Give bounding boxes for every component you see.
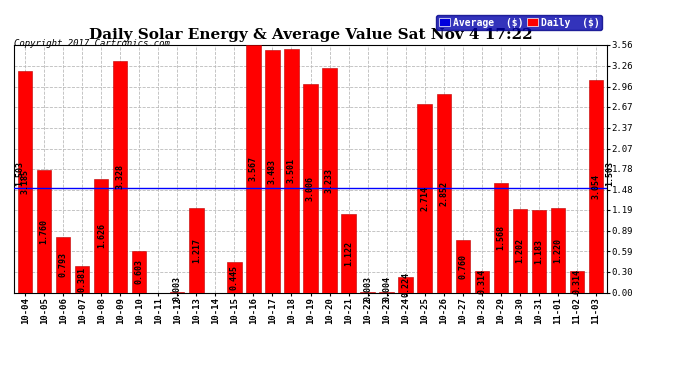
Text: 0.445: 0.445 <box>230 264 239 290</box>
Bar <box>75 266 90 292</box>
Text: 1.122: 1.122 <box>344 241 353 266</box>
Text: 3.328: 3.328 <box>116 164 125 189</box>
Bar <box>304 84 317 292</box>
Text: 0.003: 0.003 <box>173 276 182 302</box>
Text: 0.314: 0.314 <box>477 269 486 294</box>
Bar <box>589 80 603 292</box>
Text: Copyright 2017 Cartronics.com: Copyright 2017 Cartronics.com <box>14 39 170 48</box>
Bar <box>417 104 432 292</box>
Bar <box>531 210 546 292</box>
Text: 1.760: 1.760 <box>40 219 49 244</box>
Text: 0.381: 0.381 <box>78 267 87 292</box>
Text: 0.224: 0.224 <box>401 272 410 297</box>
Bar <box>551 208 565 292</box>
Bar <box>284 49 299 292</box>
Text: 2.852: 2.852 <box>439 181 448 206</box>
Text: 1.503: 1.503 <box>605 161 614 186</box>
Text: 1.183: 1.183 <box>534 239 543 264</box>
Bar <box>266 50 279 292</box>
Text: 3.567: 3.567 <box>249 156 258 181</box>
Bar <box>189 208 204 292</box>
Text: 1.220: 1.220 <box>553 238 562 262</box>
Bar <box>513 209 527 292</box>
Text: 1.626: 1.626 <box>97 224 106 249</box>
Text: 3.185: 3.185 <box>21 169 30 194</box>
Bar <box>37 170 51 292</box>
Bar <box>246 45 261 292</box>
Bar <box>493 183 508 292</box>
Bar <box>113 61 128 292</box>
Bar <box>342 214 355 292</box>
Text: 0.314: 0.314 <box>572 269 581 294</box>
Text: 0.793: 0.793 <box>59 252 68 278</box>
Text: 3.233: 3.233 <box>325 168 334 193</box>
Text: 0.004: 0.004 <box>382 276 391 301</box>
Bar <box>227 262 242 292</box>
Text: 0.760: 0.760 <box>458 254 467 279</box>
Text: 0.603: 0.603 <box>135 259 144 284</box>
Text: 1.202: 1.202 <box>515 238 524 263</box>
Text: 3.501: 3.501 <box>287 158 296 183</box>
Bar <box>570 271 584 292</box>
Text: 0.003: 0.003 <box>363 276 372 302</box>
Title: Daily Solar Energy & Average Value Sat Nov 4 17:22: Daily Solar Energy & Average Value Sat N… <box>89 28 532 42</box>
Text: 1.568: 1.568 <box>496 225 505 251</box>
Text: 2.714: 2.714 <box>420 186 429 211</box>
Bar <box>132 251 146 292</box>
Bar <box>455 240 470 292</box>
Text: 3.483: 3.483 <box>268 159 277 184</box>
Text: 1.503: 1.503 <box>16 161 25 186</box>
Legend: Average  ($), Daily  ($): Average ($), Daily ($) <box>436 15 602 30</box>
Bar <box>56 237 70 292</box>
Bar <box>437 94 451 292</box>
Text: 1.217: 1.217 <box>192 238 201 263</box>
Text: 3.006: 3.006 <box>306 176 315 201</box>
Bar <box>18 71 32 292</box>
Bar <box>475 271 489 292</box>
Text: 3.054: 3.054 <box>591 174 600 199</box>
Bar <box>94 180 108 292</box>
Bar <box>398 277 413 292</box>
Bar <box>322 68 337 292</box>
